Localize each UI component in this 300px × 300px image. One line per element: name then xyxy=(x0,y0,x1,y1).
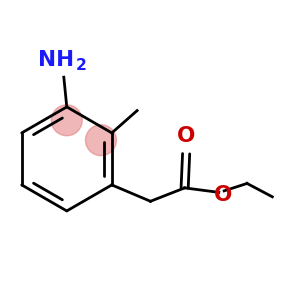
Text: NH: NH xyxy=(38,50,74,70)
Text: O: O xyxy=(214,185,232,205)
Text: 2: 2 xyxy=(76,58,87,73)
Circle shape xyxy=(51,105,82,136)
Circle shape xyxy=(85,125,116,156)
Text: O: O xyxy=(177,126,195,146)
